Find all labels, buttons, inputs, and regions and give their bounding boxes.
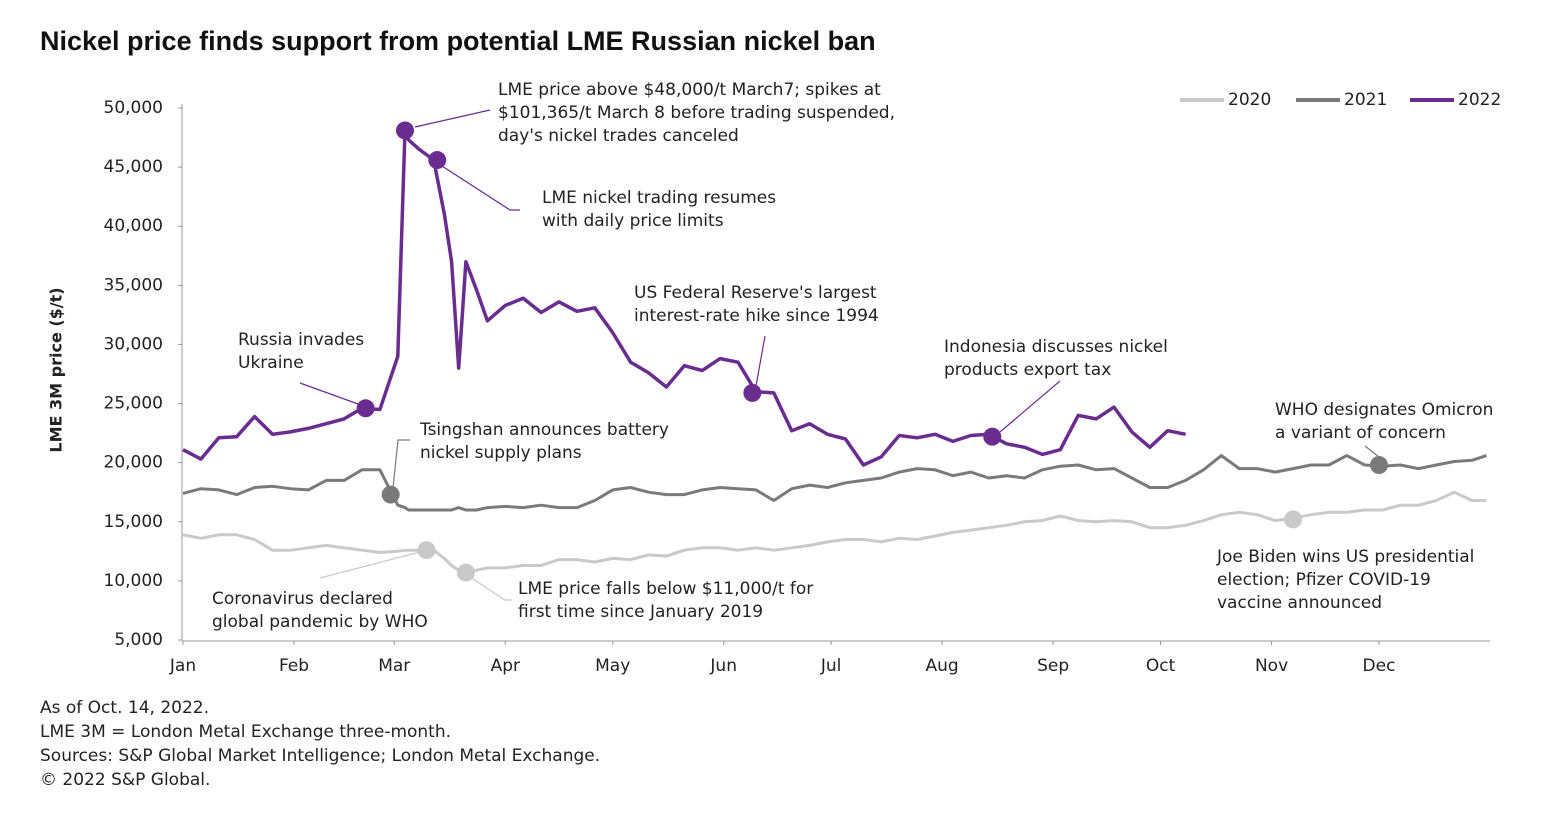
annotation-text: Russia invades <box>238 330 364 350</box>
annotation-text: with daily price limits <box>542 211 724 231</box>
footnote: Sources: S&P Global Market Intelligence;… <box>40 746 600 766</box>
annotation-text: nickel supply plans <box>420 443 582 463</box>
legend-label: 2021 <box>1344 90 1387 110</box>
annotation-leader <box>441 165 520 211</box>
y-tick-label: 5,000 <box>114 630 163 650</box>
annotation-text: interest-rate hike since 1994 <box>634 306 879 326</box>
annotation-leader <box>319 551 421 579</box>
x-tick-label: Feb <box>279 656 309 676</box>
annotation-text: Tsingshan announces battery <box>419 420 669 440</box>
x-tick-label: Aug <box>926 656 959 676</box>
annotation-text: LME price falls below $11,000/t for <box>518 579 813 599</box>
annotation-leader <box>469 576 512 601</box>
y-tick-label: 10,000 <box>104 571 163 591</box>
annotation-text: Indonesia discusses nickel <box>944 337 1168 357</box>
series-line <box>182 454 1487 512</box>
annotation-text: products export tax <box>944 360 1111 380</box>
annotation-text: vaccine announced <box>1217 593 1382 613</box>
annotation-text: first time since January 2019 <box>518 602 763 622</box>
footnote: © 2022 S&P Global. <box>40 770 210 790</box>
annotation-leader <box>299 382 359 405</box>
annotation-text: a variant of concern <box>1275 423 1446 443</box>
annotation-leader <box>392 439 410 489</box>
series-line <box>182 490 1487 575</box>
x-tick-label: Dec <box>1363 656 1396 676</box>
x-tick-label: May <box>595 656 630 676</box>
annotation-leader <box>999 380 1061 433</box>
annotation-marker <box>1369 456 1388 475</box>
x-tick-label: Jul <box>820 656 842 676</box>
y-tick-label: 15,000 <box>104 512 163 532</box>
x-tick-label: Oct <box>1146 656 1176 676</box>
annotation-text: day's nickel trades canceled <box>498 126 739 146</box>
footnote: As of Oct. 14, 2022. <box>40 698 209 718</box>
annotation-text: $101,365/t March 8 before trading suspen… <box>498 103 895 123</box>
annotation-marker <box>983 427 1002 446</box>
annotation-text: LME nickel trading resumes <box>542 188 776 208</box>
annotation-marker <box>417 541 436 560</box>
y-tick-label: 25,000 <box>104 394 163 414</box>
y-tick-label: 50,000 <box>104 98 163 118</box>
annotation-marker <box>428 151 447 170</box>
x-tick-label: Mar <box>378 656 410 676</box>
annotation-text: LME price above $48,000/t March7; spikes… <box>498 80 881 100</box>
chart-title: Nickel price finds support from potentia… <box>40 26 876 56</box>
legend-label: 2020 <box>1228 90 1271 110</box>
annotation-marker <box>743 383 762 402</box>
y-tick-label: 40,000 <box>104 216 163 236</box>
annotation-marker <box>356 399 375 418</box>
annotation-leader <box>755 335 766 387</box>
x-tick-label: Sep <box>1037 656 1069 676</box>
annotation-text: election; Pfizer COVID-19 <box>1217 570 1431 590</box>
x-tick-label: Apr <box>491 656 520 676</box>
annotation-leader <box>414 109 491 128</box>
annotation-text: Coronavirus declared <box>212 589 393 609</box>
y-tick-label: 45,000 <box>104 157 163 177</box>
annotation-marker <box>396 121 415 140</box>
annotation-marker <box>1284 510 1303 529</box>
y-axis-label: LME 3M price ($/t) <box>47 287 66 452</box>
annotation-text: US Federal Reserve's largest <box>634 283 877 303</box>
y-tick-label: 35,000 <box>104 275 163 295</box>
annotation-marker <box>456 563 475 582</box>
footnote: LME 3M = London Metal Exchange three-mon… <box>40 722 451 742</box>
x-tick-label: Jan <box>169 656 196 676</box>
y-tick-label: 30,000 <box>104 334 163 354</box>
x-tick-label: Jun <box>709 656 737 676</box>
x-tick-label: Nov <box>1255 656 1288 676</box>
annotation-text: Ukraine <box>238 353 304 373</box>
annotation-marker <box>381 485 400 504</box>
annotation-text: Joe Biden wins US presidential <box>1216 547 1474 567</box>
legend-label: 2022 <box>1458 90 1501 110</box>
annotation-text: WHO designates Omicron <box>1275 400 1493 420</box>
y-tick-label: 20,000 <box>104 453 163 473</box>
annotation-text: global pandemic by WHO <box>212 612 428 632</box>
